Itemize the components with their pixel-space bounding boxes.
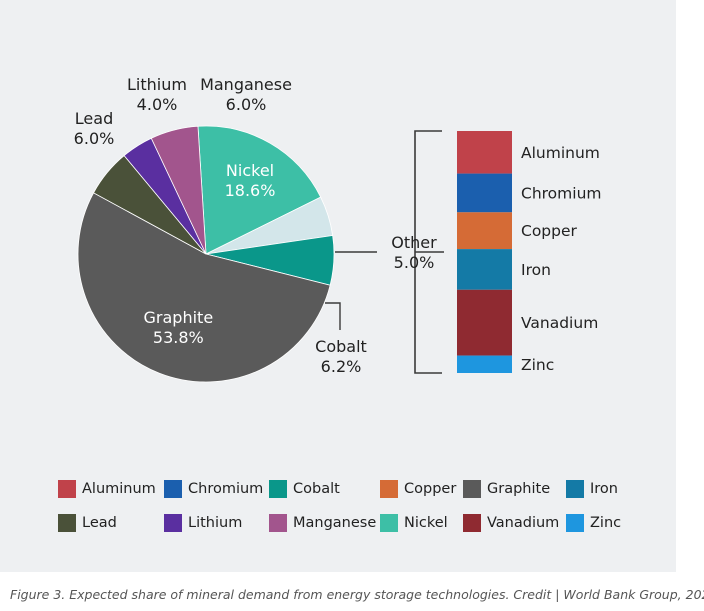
slice-label-graphite-value: 53.8% [153,328,204,347]
other-segment-label-aluminum: Aluminum [521,144,600,162]
slice-label-lithium-value: 4.0% [137,95,178,114]
slice-label-cobalt-value: 6.2% [321,357,362,376]
legend-swatch-copper [380,480,398,498]
pie-slices [77,125,335,383]
legend-label-lead: Lead [82,515,117,531]
legend-item-nickel: Nickel [380,513,448,533]
legend-label-lithium: Lithium [188,515,243,531]
legend-item-vanadium: Vanadium [463,513,559,533]
legend-swatch-lithium [164,514,182,532]
other-segment-aluminum [457,131,512,174]
legend-item-iron: Iron [566,479,618,499]
legend-swatch-zinc [566,514,584,532]
legend-item-lithium: Lithium [164,513,242,533]
legend-item-cobalt: Cobalt [269,479,340,499]
legend-swatch-iron [566,480,584,498]
legend-label-zinc: Zinc [590,515,622,531]
legend-swatch-vanadium [463,514,481,532]
legend-item-lead: Lead [58,513,117,533]
legend-label-aluminum: Aluminum [82,481,156,497]
slice-label-manganese-name: Manganese [200,75,292,94]
other-segment-copper [457,212,512,250]
slice-label-nickel-name: Nickel [226,161,274,180]
legend-label-chromium: Chromium [188,481,264,497]
legend-label-manganese: Manganese [293,515,377,531]
legend-label-nickel: Nickel [404,515,448,531]
legend-swatch-cobalt [269,480,287,498]
other-segment-iron [457,249,512,290]
slice-label-lead-name: Lead [75,109,113,128]
other-segment-chromium [457,173,512,213]
other-segment-label-chromium: Chromium [521,184,602,202]
pie-slice-nickel [197,125,322,255]
legend-swatch-manganese [269,514,287,532]
legend-label-copper: Copper [404,481,457,497]
other-segment-label-iron: Iron [521,261,551,279]
other-stacked-bar: Aluminum Chromium Copper Iron Vanadium Zinc [457,131,602,374]
other-segment-vanadium [457,289,512,356]
legend-label-cobalt: Cobalt [293,481,340,497]
slice-label-lead-value: 6.0% [74,129,115,148]
slice-label-other-name: Other [391,233,437,252]
other-segment-label-zinc: Zinc [521,356,554,374]
pie-slice-manganese [150,125,207,255]
figure-caption: Figure 3. Expected share of mineral dema… [10,587,704,602]
legend-swatch-graphite [463,480,481,498]
legend-swatch-lead [58,514,76,532]
slice-label-cobalt-name: Cobalt [315,337,367,356]
other-segment-label-vanadium: Vanadium [521,314,598,332]
slice-label-nickel-value: 18.6% [225,181,276,200]
slice-labels: Nickel18.6%Graphite53.8%Lead6.0%Lithium4… [74,75,437,376]
other-segment-zinc [457,355,512,373]
legend-item-copper: Copper [380,479,456,499]
slice-label-other-value: 5.0% [394,253,435,272]
legend-swatch-aluminum [58,480,76,498]
legend-item-manganese: Manganese [269,513,376,533]
legend-item-graphite: Graphite [463,479,550,499]
slice-label-manganese-value: 6.0% [226,95,267,114]
legend: Aluminum Chromium Cobalt Copper Graphite Iron… [58,479,658,539]
legend-item-chromium: Chromium [164,479,263,499]
legend-item-zinc: Zinc [566,513,621,533]
slice-label-lithium-name: Lithium [127,75,187,94]
pie-slice-graphite [77,192,331,383]
legend-label-iron: Iron [590,481,618,497]
other-segment-label-copper: Copper [521,222,578,240]
legend-label-graphite: Graphite [487,481,551,497]
slice-label-graphite-name: Graphite [144,308,214,327]
legend-swatch-nickel [380,514,398,532]
other-bracket [325,130,444,374]
legend-item-aluminum: Aluminum [58,479,156,499]
legend-swatch-chromium [164,480,182,498]
legend-label-vanadium: Vanadium [487,515,560,531]
